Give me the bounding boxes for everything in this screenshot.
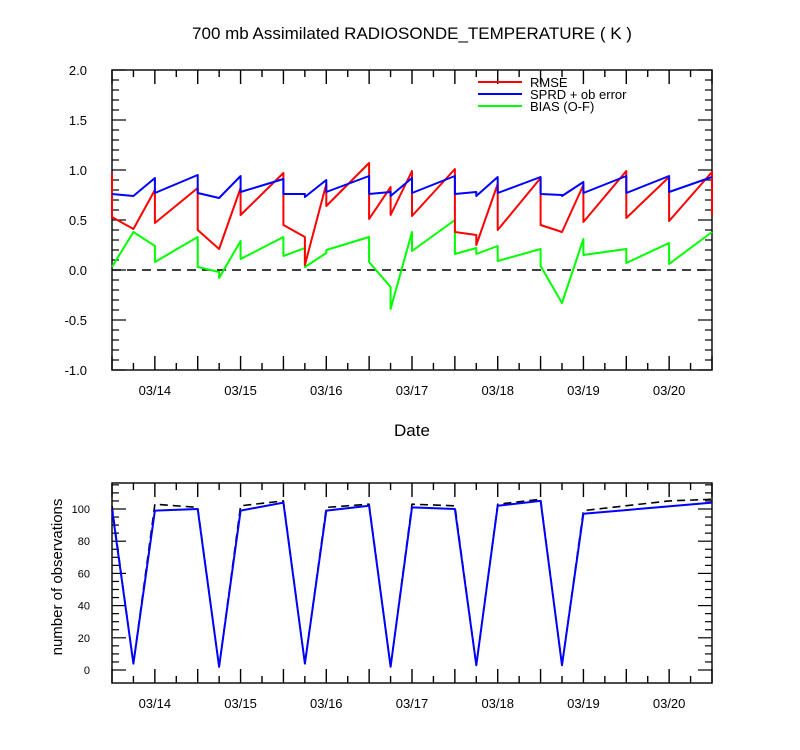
top-x-tick-label: 03/14: [139, 383, 172, 398]
top-chart: 700 mb Assimilated RADIOSONDE_TEMPERATUR…: [65, 24, 713, 440]
top-y-tick-label: 1.5: [69, 113, 87, 128]
y-axis-label: number of observations: [49, 499, 66, 656]
bottom-y-tick-label: 80: [78, 536, 90, 548]
top-x-tick-label: 03/16: [310, 383, 343, 398]
bottom-x-tick-label: 03/19: [567, 696, 600, 711]
bottom-y-tick-label: 40: [78, 601, 90, 613]
top-x-tick-label: 03/18: [481, 383, 514, 398]
x-axis-label: Date: [394, 421, 430, 440]
top-x-tick-label: 03/19: [567, 383, 600, 398]
bottom-y-tick-label: 0: [84, 665, 90, 677]
series-line-dashed: [111, 498, 713, 668]
bottom-x-tick-label: 03/17: [396, 696, 429, 711]
top-x-tick-label: 03/17: [396, 383, 429, 398]
bottom-x-tick-label: 03/18: [481, 696, 514, 711]
legend-label: RMSE: [530, 75, 568, 90]
chart-title: 700 mb Assimilated RADIOSONDE_TEMPERATUR…: [192, 24, 632, 43]
top-y-tick-label: 0.0: [69, 263, 87, 278]
series-line-solid: [111, 499, 713, 668]
top-y-tick-label: -0.5: [65, 313, 87, 328]
series-line-bias-o-f: [111, 219, 713, 310]
top-y-tick-label: 1.0: [69, 163, 87, 178]
bottom-chart: number of observations 0 20 40 60 80 100 03/14…: [49, 482, 713, 711]
top-x-tick-label: 03/15: [224, 383, 257, 398]
bottom-x-tick-label: 03/14: [139, 696, 172, 711]
top-x-tick-label: 03/20: [653, 383, 686, 398]
bottom-y-tick-label: 20: [78, 633, 90, 645]
top-y-tick-label: 2.0: [69, 63, 87, 78]
bottom-y-tick-label: 100: [72, 504, 90, 516]
series-line-rmse: [111, 162, 713, 266]
bottom-x-tick-label: 03/15: [224, 696, 257, 711]
bottom-y-tick-label: 60: [78, 568, 90, 580]
bottom-x-tick-label: 03/16: [310, 696, 343, 711]
legend-label: BIAS (O-F): [530, 99, 594, 114]
top-plot-frame: [111, 69, 713, 371]
legend-label: SPRD + ob error: [530, 87, 627, 102]
bottom-x-tick-label: 03/20: [653, 696, 686, 711]
top-y-tick-label: -1.0: [65, 363, 87, 378]
top-y-tick-label: 0.5: [69, 213, 87, 228]
series-line-sprd-ob-error: [111, 174, 713, 199]
